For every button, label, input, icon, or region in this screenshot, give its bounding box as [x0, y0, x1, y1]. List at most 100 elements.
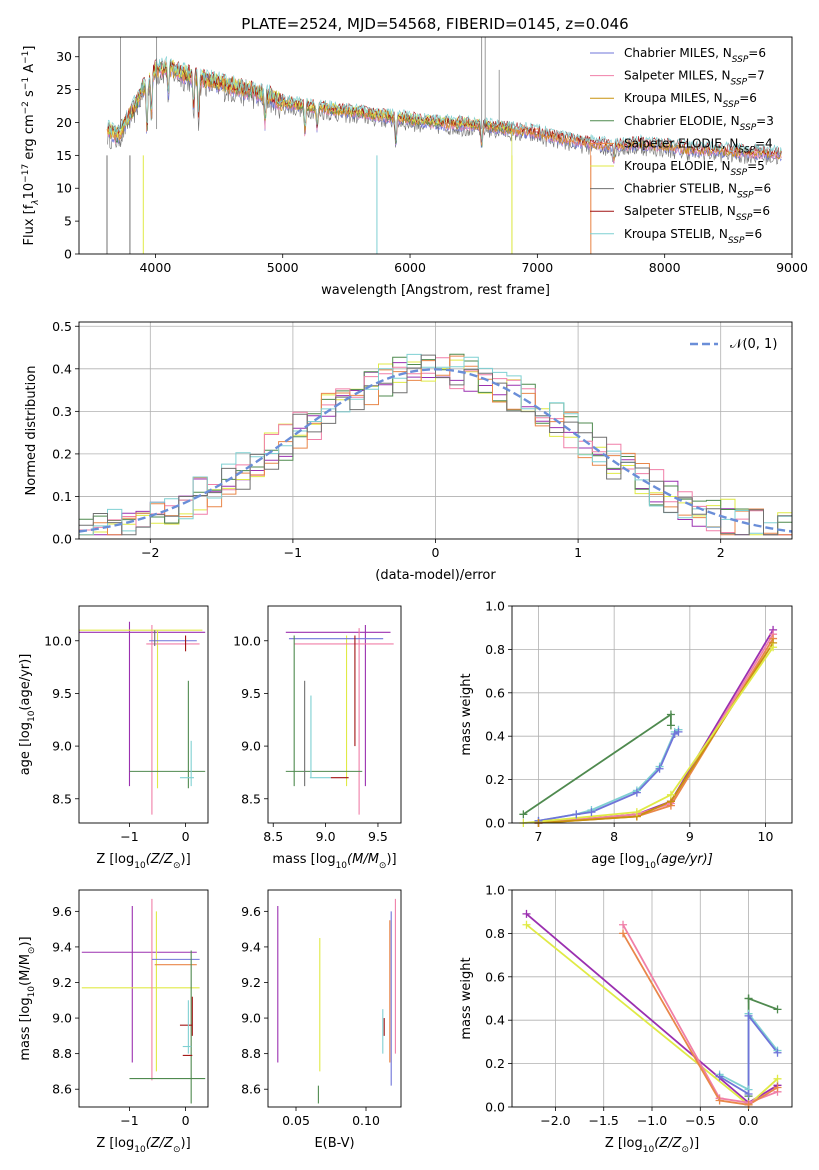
series-point	[632, 788, 641, 797]
panel-age_vs_mass: 8.5 9.0 9.5 8.5 9.0 9.5 10.0 mass [log10(M/M⊙)]	[233, 605, 402, 871]
axes-frame	[78, 605, 209, 824]
x-tick-label: 8000	[649, 260, 681, 275]
y-tick-label: 0.2	[52, 446, 72, 461]
panel-age_vs_Z: −1 0 8.5 9.0 9.5 10.0 Z [log10(Z/Z⊙)] age [log1…	[18, 605, 209, 871]
y-tick-label: 0.0	[485, 1100, 505, 1115]
x-tick-label: 9	[686, 829, 694, 844]
axes-frame	[78, 36, 793, 255]
plot-area	[79, 621, 206, 815]
axes-frame	[511, 889, 793, 1108]
x-tick-label: 0.10	[352, 1113, 380, 1128]
series-point	[522, 909, 531, 918]
panel-residuals: −2 −1 0 1 2 0.0 0.1 0.2 0.3 0.4 0.5 (data-model)/er…	[24, 319, 793, 583]
panel-massweight_vs_Z: −2.0 −1.5 −1.0 −0.5 0.0 0.0 0.2 0.4 0.6 0.8 1.0 Z […	[459, 883, 793, 1155]
x-axis-label: E(B-V)	[314, 1136, 354, 1151]
x-tick-label: 2	[717, 545, 725, 560]
spectrum-line-salpeter_stelib	[107, 58, 782, 156]
x-tick-label: 5000	[267, 260, 299, 275]
x-axis-label: wavelength [Angstrom, rest frame]	[321, 283, 550, 298]
series-point	[773, 1005, 782, 1014]
x-tick-label: 0.05	[282, 1113, 310, 1128]
x-tick-label: 9.0	[316, 829, 336, 844]
x-tick-label: 4000	[139, 260, 171, 275]
y-tick-label: 8.8	[241, 1046, 261, 1061]
x-tick-label: 9000	[776, 260, 808, 275]
x-tick-label: −1.0	[637, 1113, 667, 1128]
y-axis-label: mass weight	[459, 957, 474, 1039]
x-tick-label: 7	[535, 829, 543, 844]
y-tick-label: 0.4	[485, 1013, 505, 1028]
y-tick-label: 0.2	[485, 772, 505, 787]
series-point	[773, 1074, 782, 1083]
y-axis-label: mass [log10(M/M⊙)]	[18, 936, 37, 1060]
y-tick-label: 0.5	[52, 319, 72, 334]
y-tick-label: 10.0	[44, 633, 72, 648]
series-point	[773, 1048, 782, 1057]
y-tick-label: 25	[56, 82, 72, 97]
x-tick-label: −1	[120, 829, 138, 844]
y-tick-label: 20	[56, 115, 72, 130]
plot-area	[81, 898, 206, 1104]
x-tick-label: 9.5	[368, 829, 388, 844]
axes-frame	[78, 889, 209, 1108]
x-tick-label: 0	[182, 1113, 190, 1128]
y-tick-label: 9.0	[52, 739, 72, 754]
x-tick-label: 6000	[394, 260, 426, 275]
y-tick-label: 8.5	[52, 791, 72, 806]
x-tick-label: 0	[182, 829, 190, 844]
y-tick-label: 5	[64, 214, 72, 229]
series-point	[674, 727, 683, 736]
panel-mass_vs_Z: −1 0 8.6 8.8 9.0 9.2 9.4 9.6 Z [log10(Z/Z⊙)] mass…	[18, 889, 209, 1155]
x-tick-label: 0	[432, 545, 440, 560]
panel-massweight_vs_age: 7 8 9 10 0.0 0.2 0.4 0.6 0.8 1.0 age [log10(age/yr…	[459, 599, 793, 871]
x-axis-label: age [log10(age/yr)]	[591, 852, 713, 871]
series-point	[773, 1083, 782, 1092]
x-tick-label: 8	[610, 829, 618, 844]
x-axis-label: Z [log10(Z/Z⊙)]	[96, 852, 190, 871]
axes-frame	[511, 605, 793, 824]
y-tick-label: 0.2	[485, 1056, 505, 1071]
axes-frame	[267, 605, 402, 824]
series-point	[619, 920, 628, 929]
series-line-salpeter_miles	[622, 924, 778, 1104]
panel-mass_vs_ebv: 0.05 0.10 8.6 8.8 9.0 9.2 9.4 9.6 E(B-V)	[241, 889, 402, 1151]
series-point	[587, 808, 596, 817]
series-point	[619, 929, 628, 938]
series-point	[655, 764, 664, 773]
y-tick-label: 8.5	[241, 791, 261, 806]
axes-frame	[267, 889, 402, 1108]
normal-curve	[79, 368, 792, 533]
series-point	[744, 1089, 753, 1098]
y-tick-label: 0.8	[485, 642, 505, 657]
y-tick-label: 9.2	[241, 975, 261, 990]
y-tick-label: 9.5	[52, 686, 72, 701]
x-tick-label: 7000	[521, 260, 553, 275]
axes-frame	[78, 321, 793, 540]
spectrum-line-kroupa_stelib	[107, 56, 782, 158]
y-tick-label: 9.4	[241, 939, 261, 954]
y-tick-label: 9.6	[241, 904, 261, 919]
panels: 4000 5000 6000 7000 8000 9000051015202530wave…	[18, 36, 808, 1155]
y-tick-label: 0.3	[52, 404, 72, 419]
y-tick-label: 8.8	[52, 1046, 72, 1061]
series-point	[666, 721, 675, 730]
legend-entry: Chabrier ELODIE, NSSP=3	[624, 114, 774, 133]
y-tick-label: 15	[56, 148, 72, 163]
legend: Chabrier MILES, NSSP=6 Salpeter MILES, NS…	[590, 46, 774, 246]
series-point	[632, 808, 641, 817]
y-tick-label: 0.8	[485, 926, 505, 941]
plot-area	[277, 898, 396, 1104]
series-point	[666, 710, 675, 719]
x-tick-label: −1.5	[589, 1113, 619, 1128]
plot-area	[106, 37, 782, 254]
y-tick-label: 9.0	[52, 1011, 72, 1026]
y-tick-label: 10.0	[233, 633, 261, 648]
x-tick-label: 8.5	[263, 829, 283, 844]
series-point	[744, 994, 753, 1003]
series-point	[519, 810, 528, 819]
x-axis-label: mass [log10(M/M⊙)]	[272, 852, 396, 871]
y-tick-label: 8.6	[241, 1082, 261, 1097]
series-line-kroupa_elodie	[523, 646, 774, 823]
legend-entry: Salpeter MILES, NSSP=7	[624, 69, 765, 88]
